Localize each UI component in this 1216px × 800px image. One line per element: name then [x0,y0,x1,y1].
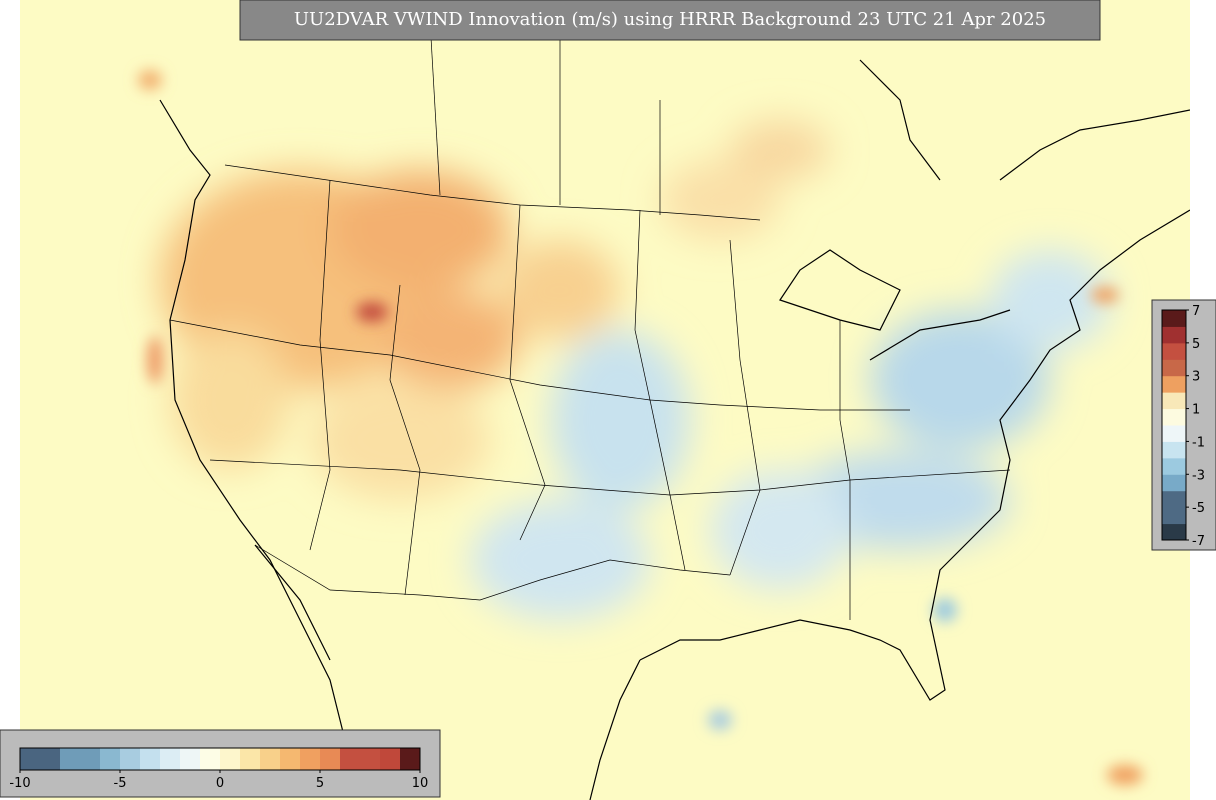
colorbar-tick-label: -10 [9,776,30,791]
borders [169,19,1011,620]
colorbar-segment [1162,457,1186,475]
colorbar-segment [300,748,321,770]
colorbar-segment [340,748,361,770]
colorbar-tick-label: -7 [1192,534,1205,549]
colorbar-segment [1162,490,1186,508]
innovation-field [160,120,1110,620]
colorbar-segment [40,748,61,770]
colorbar-segment [280,748,301,770]
colorbar-tick-label: 0 [216,776,224,791]
colorbar-segment [1162,441,1186,459]
colorbar-segment [80,748,101,770]
innovation-detail [138,70,1143,785]
colorbar-tick-label: 1 [1192,403,1200,418]
colorbar-segment [1162,425,1186,442]
colorbar-segment [1162,375,1186,393]
colorbar-segment [1162,359,1186,377]
colorbar-segment [1162,474,1186,492]
colorbar-segment [1162,408,1186,426]
colorbar-segment [320,748,341,770]
map-title: UU2DVAR VWIND Innovation (m/s) using HRR… [294,9,1046,30]
colorbar-segment [200,748,221,770]
colorbar-segment [1162,310,1186,327]
colorbar-tick-label: 5 [1192,337,1200,352]
title-box: UU2DVAR VWIND Innovation (m/s) using HRR… [239,0,1101,41]
colorbar-tick-label: -5 [114,776,127,791]
colorbar-segment [100,748,121,770]
colorbar-segment [60,748,81,770]
colorbar-tick-label: -1 [1192,435,1205,450]
colorbar-segment [180,748,201,770]
colorbar-segment [360,748,381,770]
colorbar-segment [1162,342,1186,360]
coastlines [159,59,1190,800]
colorbar-tick-label: -3 [1192,468,1205,483]
colorbar-segment [240,748,261,770]
colorbar-tick-label: 7 [1192,304,1200,319]
colorbar-segment [160,748,181,770]
colorbar-segment [260,748,281,770]
colorbar-segment [1162,392,1186,410]
colorbar-segment [140,748,161,770]
colorbar-horizontal: -10 -5 0 5 10 [0,729,441,798]
colorbar-segment [120,748,141,770]
colorbar-tick-label: 3 [1192,370,1200,385]
colorbar-segment [400,748,421,770]
map [20,0,1190,800]
colorbar-vertical: 7 5 3 1 -1 -3 -5 -7 [1151,299,1216,551]
colorbar-segment [1162,523,1186,541]
colorbar-segment [1162,507,1186,525]
colorbar-frame [1161,309,1187,541]
colorbar-tick-label: 5 [316,776,324,791]
colorbar-tick-label: 10 [412,776,429,791]
colorbar-segment [20,748,41,770]
colorbar-tick-label: -5 [1192,501,1205,516]
colorbar-segment [220,748,241,770]
colorbar-segment [1162,326,1186,344]
colorbar-segment [380,748,401,770]
